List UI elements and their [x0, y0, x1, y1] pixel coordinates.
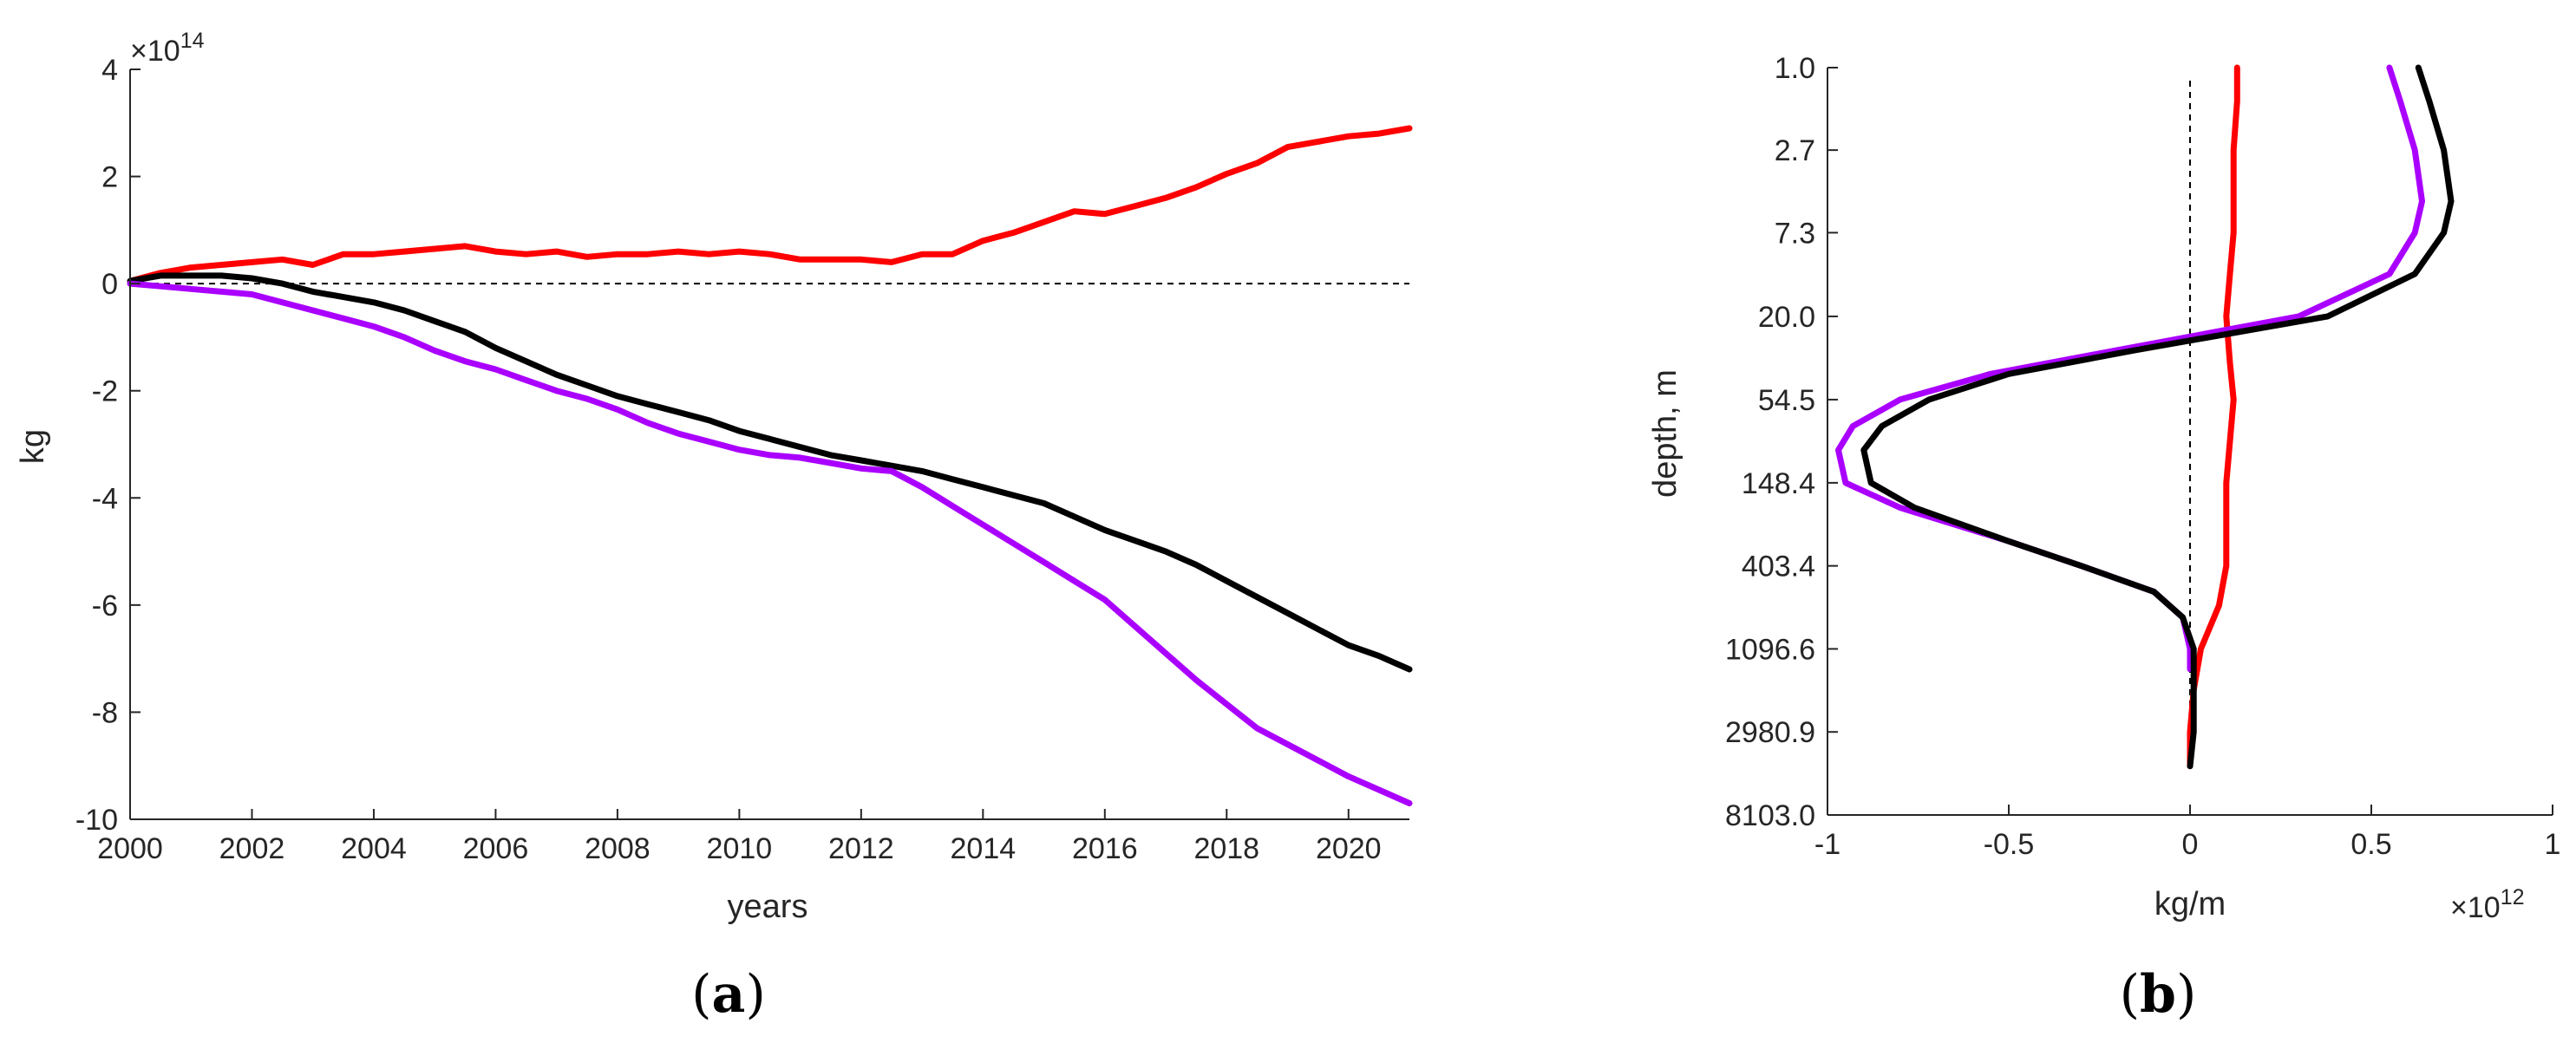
chart-a-x-tick-label-2012: 2012	[828, 832, 894, 865]
chart-a-x-tick-label-2016: 2016	[1072, 832, 1138, 865]
chart-a-panel-label: (a)	[691, 964, 766, 1025]
chart-a-y-tick-label-6: -6	[92, 590, 118, 623]
chart-a-exponent-base: ×10	[130, 35, 180, 68]
chart-b-panel-letter: b	[2140, 964, 2176, 1025]
chart-b-series-black-line	[1860, 64, 2455, 770]
chart-b-series-red-line	[2187, 64, 2240, 770]
chart-a-y-tick-label-8: -8	[92, 696, 118, 729]
chart-a-x-tick-label-2014: 2014	[951, 832, 1017, 865]
chart-b-y-tick-label-2980-9: 2980.9	[1725, 716, 1815, 749]
chart-a: 2000 2002 2004 2006 2008 2010 2012 2014 2016 2018…	[15, 29, 1413, 1025]
chart-b-exponent-power: 12	[2501, 885, 2525, 909]
chart-b-y-tick-label-8103-0: 8103.0	[1725, 799, 1815, 832]
chart-a-panel-open-paren: (	[691, 964, 711, 1025]
chart-a-y-tick-label-0: 0	[101, 268, 118, 301]
chart-b-y-tick-label-7-3: 7.3	[1775, 217, 1815, 250]
chart-a-y-tick-label-10: -10	[75, 804, 118, 837]
chart-a-axes	[129, 68, 1409, 820]
chart-a-x-tick-label-2010: 2010	[707, 832, 773, 865]
chart-b-y-tick-label-20-0: 20.0	[1758, 301, 1815, 334]
chart-b-series-purple-line	[1835, 64, 2425, 673]
chart-b-x-tick-label-1: -1	[1814, 828, 1840, 861]
chart-b-y-tick-label-2-7: 2.7	[1775, 134, 1815, 167]
chart-a-x-tick-label-2004: 2004	[341, 832, 407, 865]
chart-b: -1 -0.5 0 0.5 1 1.02.77.320.054.5148.4403.41…	[1647, 52, 2560, 1025]
chart-b-panel-close-paren: )	[2176, 964, 2196, 1025]
chart-b-axes	[1827, 67, 2553, 816]
chart-b-x-axis-label: kg/m	[2154, 886, 2226, 922]
chart-b-x-tick-label-0-5: 0.5	[2350, 828, 2391, 861]
chart-a-series-purple-line	[127, 280, 1413, 806]
chart-a-exponent-power: 14	[180, 29, 205, 53]
chart-a-y-tick-label-4: -4	[92, 482, 118, 515]
chart-b-series-group	[1835, 64, 2455, 770]
chart-b-exponent-base: ×10	[2450, 891, 2501, 924]
chart-b-y-axis-label: depth, m	[1647, 369, 1684, 498]
chart-a-x-tick-label-2000: 2000	[97, 832, 163, 865]
chart-b-y-tick-labels: 1.0 2.7 7.3 20.0 54.5 148.4 403.4 1096.6 2980.9 8…	[1725, 52, 1815, 832]
chart-b-y-tick-label-403-4: 403.4	[1742, 551, 1815, 583]
chart-b-x-tick-label-0-5: -0.5	[1984, 828, 2035, 861]
chart-a-x-tick-label-2020: 2020	[1316, 832, 1382, 865]
chart-a-x-axis-label: years	[728, 889, 808, 925]
chart-b-y-tick-label-1096-6: 1096.6	[1725, 633, 1815, 666]
chart-a-y-tick-label-2: -2	[92, 375, 118, 408]
chart-a-series-group	[127, 125, 1413, 806]
chart-b-y-tick-label-54-5: 54.5	[1758, 384, 1815, 417]
chart-b-y-tick-label-1-0: 1.0	[1775, 52, 1815, 85]
chart-b-panel-label: (b)	[2120, 964, 2197, 1025]
chart-a-series-black-line	[127, 272, 1413, 673]
chart-a-exponent-label: ×1014	[130, 29, 205, 68]
chart-b-exponent-label: ×1012	[2450, 885, 2525, 924]
chart-a-series-red-line	[127, 125, 1413, 284]
chart-a-y-tick-labels: 4 2 0 -2 -4 -6 -8 -10	[75, 54, 118, 837]
chart-b-x-tick-label-1: 1	[2545, 828, 2561, 861]
chart-b-panel-open-paren: (	[2120, 964, 2140, 1025]
chart-a-x-tick-label-2002: 2002	[219, 832, 285, 865]
chart-a-x-tick-label-2018: 2018	[1193, 832, 1259, 865]
chart-a-x-tick-label-2008: 2008	[585, 832, 651, 865]
chart-b-y-tick-label-148-4: 148.4	[1742, 467, 1815, 500]
chart-b-x-tick-labels: -1 -0.5 0 0.5 1	[1814, 828, 2561, 861]
chart-a-y-tick-label-2: 2	[101, 161, 118, 194]
chart-a-y-tick-label-4: 4	[101, 54, 118, 87]
chart-a-x-tick-labels: 2000 2002 2004 2006 2008 2010 2012 2014 2016 2018…	[97, 832, 1381, 865]
chart-a-y-axis-label: kg	[15, 429, 51, 464]
chart-b-x-tick-label-0: 0	[2182, 828, 2199, 861]
chart-a-panel-close-paren: )	[745, 964, 765, 1025]
chart-a-panel-letter: a	[712, 964, 746, 1025]
chart-a-x-tick-label-2006: 2006	[463, 832, 529, 865]
